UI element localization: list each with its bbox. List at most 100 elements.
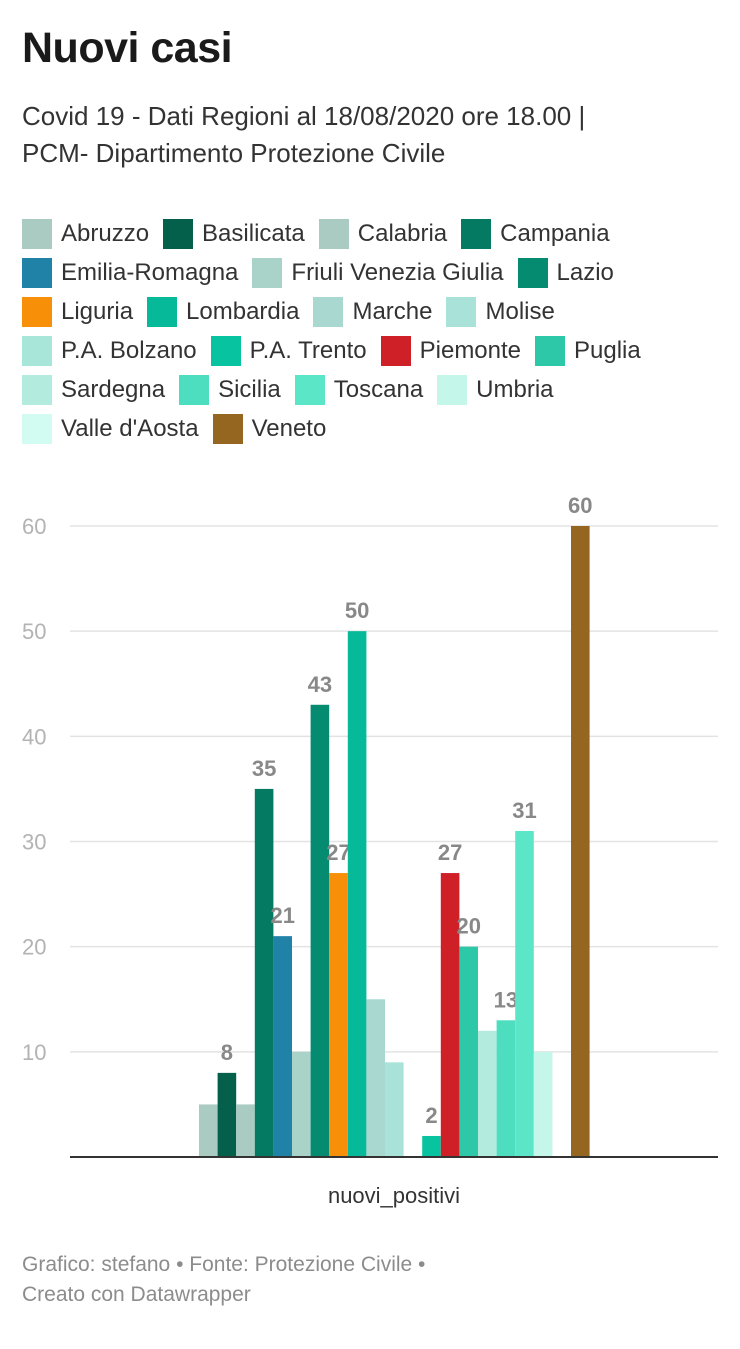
data-label-lombardia: 50 — [345, 598, 369, 623]
legend-swatch — [212, 413, 243, 444]
legend-item-liguria: Liguria — [22, 292, 133, 331]
legend-swatch — [22, 413, 52, 444]
bar-sicilia — [496, 1020, 516, 1157]
bar-abruzzo — [199, 1104, 218, 1157]
legend-label: Sardegna — [61, 375, 166, 403]
y-tick-label: 40 — [22, 724, 46, 749]
subtitle-line-1: Covid 19 - Dati Regioni al 18/08/2020 or… — [22, 101, 586, 131]
legend-swatch — [313, 296, 344, 327]
data-label-p-a-trento: 2 — [425, 1103, 437, 1128]
x-category-label: nuovi_positivi — [328, 1183, 460, 1208]
legend-item-abruzzo: Abruzzo — [22, 214, 149, 253]
legend-item-toscana: Toscana — [294, 370, 424, 409]
legend-swatch — [380, 335, 411, 366]
legend-item-sicilia: Sicilia — [179, 370, 281, 409]
bar-emilia-romagna — [273, 936, 292, 1157]
data-label-emilia-romagna: 21 — [270, 903, 294, 928]
legend-swatch — [22, 218, 52, 249]
legend-swatch — [252, 257, 283, 288]
chart-subtitle: Covid 19 - Dati Regioni al 18/08/2020 or… — [22, 98, 722, 172]
legend-label: Friuli Venezia Giulia — [291, 258, 504, 286]
y-tick-label: 30 — [22, 830, 46, 855]
legend-label: Abruzzo — [61, 219, 150, 247]
legend-item-campania: Campania — [461, 214, 610, 253]
data-label-basilicata: 8 — [221, 1040, 233, 1065]
y-tick-label: 20 — [22, 935, 46, 960]
legend-swatch — [517, 257, 548, 288]
data-label-puglia: 20 — [456, 914, 480, 939]
legend-label: Valle d'Aosta — [61, 414, 199, 442]
data-label-piemonte: 27 — [438, 840, 462, 865]
bar-lombardia — [347, 631, 367, 1157]
legend-item-molise: Molise — [446, 292, 555, 331]
legend-swatch — [147, 296, 178, 327]
legend-swatch — [461, 218, 492, 249]
data-label-liguria: 27 — [326, 840, 350, 865]
data-label-campania: 35 — [252, 756, 276, 781]
legend-item-puglia: Puglia — [535, 331, 641, 370]
data-label-toscana: 31 — [512, 798, 536, 823]
chart-footer: Grafico: stefano • Fonte: Protezione Civ… — [22, 1250, 722, 1310]
legend-swatch — [210, 335, 241, 366]
y-tick-label: 50 — [22, 619, 46, 644]
legend-item-piemonte: Piemonte — [380, 331, 522, 370]
legend-item-friuli-venezia-giulia: Friuli Venezia Giulia — [252, 253, 504, 292]
bar-p-a-trento — [422, 1135, 441, 1157]
legend-label: Liguria — [61, 297, 134, 325]
legend-item-p-a-trento: P.A. Trento — [210, 331, 367, 370]
bar-friuli-venezia-giulia — [292, 1051, 311, 1157]
subtitle-line-2: PCM- Dipartimento Protezione Civile — [22, 138, 446, 168]
legend-label: Sicilia — [218, 375, 281, 403]
bar-chart: 10 20 30 40 50 60 8 35 21 43 27 50 2 27 20 13 31 60 nuovi_… — [22, 493, 718, 1208]
legend-swatch — [22, 296, 52, 327]
legend-label: Marche — [352, 297, 433, 325]
bar-puglia — [459, 946, 478, 1157]
bar-veneto — [571, 526, 590, 1157]
legend-swatch — [22, 335, 52, 366]
legend-item-sardegna: Sardegna — [22, 370, 165, 409]
legend-label: P.A. Trento — [249, 336, 367, 364]
legend-item-lazio: Lazio — [517, 253, 614, 292]
legend-item-marche: Marche — [313, 292, 432, 331]
legend-label: Piemonte — [419, 336, 522, 364]
data-label-lazio: 43 — [308, 672, 332, 697]
legend-swatch — [437, 374, 468, 405]
legend-item-calabria: Calabria — [318, 214, 447, 253]
bar-umbria — [533, 1051, 553, 1157]
legend-swatch — [22, 374, 52, 405]
data-label-veneto: 60 — [568, 493, 592, 518]
bar-molise — [385, 1062, 404, 1157]
legend-item-valle-d-aosta: Valle d'Aosta — [22, 409, 199, 448]
legend-item-basilicata: Basilicata — [163, 214, 305, 253]
bar-sardegna — [478, 1030, 497, 1157]
bar-piemonte — [440, 873, 460, 1157]
legend-item-veneto: Veneto — [212, 409, 327, 448]
footer-tool: Creato con Datawrapper — [22, 1283, 251, 1306]
legend-label: Molise — [485, 297, 555, 325]
y-tick-label: 60 — [22, 514, 46, 539]
legend-swatch — [446, 296, 477, 327]
y-tick-label: 10 — [22, 1040, 46, 1065]
legend-label: P.A. Bolzano — [61, 336, 197, 364]
legend-item-emilia-romagna: Emilia-Romagna — [22, 253, 238, 292]
bar-toscana — [515, 830, 534, 1157]
legend-label: Lombardia — [186, 297, 300, 325]
bar-marche — [366, 999, 385, 1157]
bar-calabria — [236, 1104, 255, 1157]
legend-swatch — [535, 335, 566, 366]
legend-swatch — [179, 374, 210, 405]
legend-item-umbria: Umbria — [437, 370, 554, 409]
bar-liguria — [329, 873, 348, 1157]
legend-swatch — [294, 374, 325, 405]
footer-credit: Grafico: stefano • Fonte: Protezione Civ… — [22, 1253, 426, 1276]
legend-swatch — [163, 218, 194, 249]
bar-lazio — [310, 704, 330, 1157]
legend-item-p-a-bolzano: P.A. Bolzano — [22, 331, 197, 370]
legend-item-lombardia: Lombardia — [147, 292, 299, 331]
bar-basilicata — [217, 1072, 237, 1157]
legend-label: Campania — [500, 219, 610, 247]
bar-campania — [254, 788, 274, 1157]
legend-label: Toscana — [333, 375, 424, 403]
legend-label: Veneto — [251, 414, 327, 442]
legend-label: Lazio — [556, 258, 614, 286]
